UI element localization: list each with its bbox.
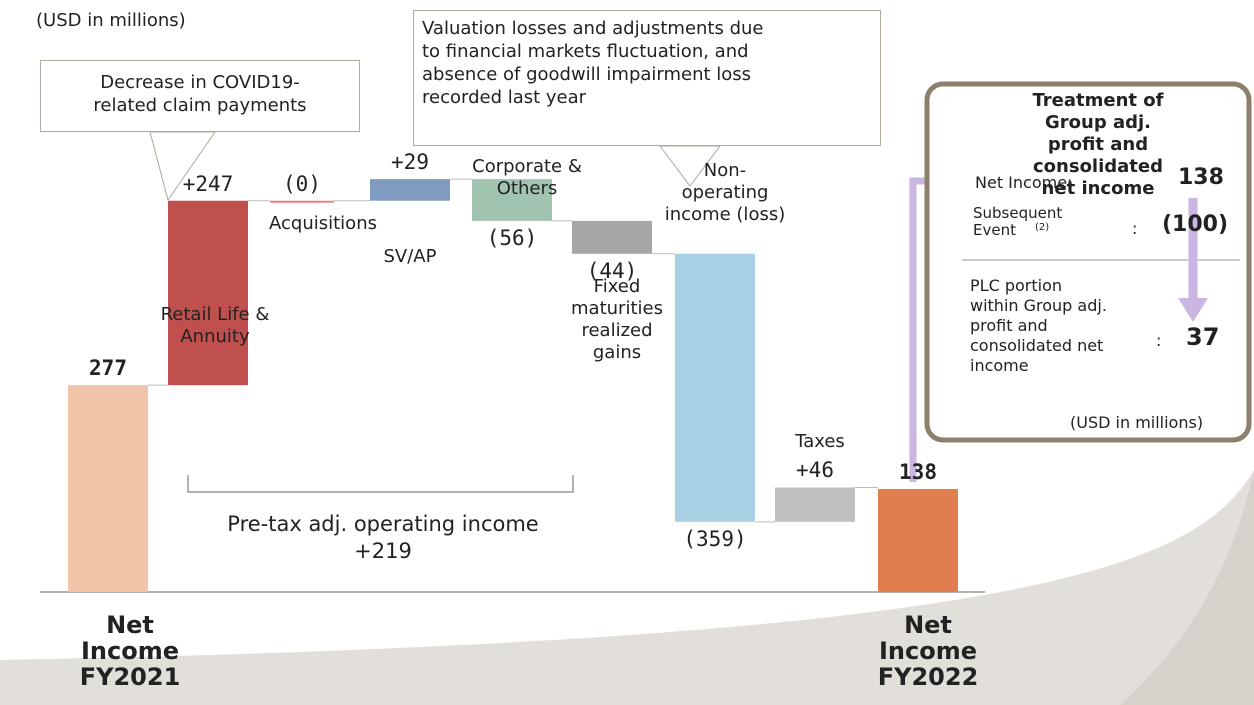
callout-pointer [659, 145, 721, 187]
category-label: Corporate & Others [472, 156, 582, 199]
side-unit-note: (USD in millions) [1070, 413, 1204, 432]
side-colon: : [1132, 219, 1138, 238]
callout: Decrease in COVID19- related claim payme… [40, 60, 360, 132]
side-colon: : [1156, 331, 1162, 350]
category-label: Taxes [795, 431, 845, 452]
bar [472, 179, 552, 221]
bar [675, 253, 755, 522]
category-label: Retail Life & Annuity [160, 304, 270, 347]
category-label: Fixed maturities realized gains [571, 276, 663, 363]
bar [775, 487, 855, 522]
value-label: (0) [283, 171, 321, 196]
arrow-head [1178, 298, 1208, 322]
side-label: Subsequent Event [973, 204, 1063, 239]
category-label: Acquisitions [269, 213, 377, 234]
bar [168, 200, 248, 386]
value-label: (56) [486, 225, 538, 250]
bar [68, 385, 148, 592]
bar [270, 200, 334, 203]
value-label: (359) [683, 526, 747, 551]
bracket-label: Pre-tax adj. operating income +219 [227, 512, 539, 563]
bar [370, 179, 450, 201]
bar [878, 488, 958, 592]
side-label: PLC portion within Group adj. profit and… [970, 276, 1107, 375]
value-label: +247 [182, 171, 234, 196]
category-label: SV/AP [383, 246, 437, 267]
side-value: 138 [1178, 165, 1224, 190]
bracket [187, 475, 574, 493]
value-label: 138 [899, 459, 937, 484]
background-shape [1120, 470, 1254, 705]
value-label: (44) [586, 258, 638, 283]
side-title: Treatment of Group adj. profit and conso… [1032, 90, 1164, 199]
callout: Valuation losses and adjustments due to … [413, 10, 881, 146]
bar [572, 220, 652, 254]
category-label: Net Income FY2021 [79, 611, 181, 691]
value-label: +46 [796, 458, 834, 483]
side-value: (100) [1162, 212, 1229, 237]
side-label: Net Income: [975, 173, 1073, 192]
value-label: 277 [89, 356, 127, 381]
unit-note: (USD in millions) [36, 10, 186, 31]
category-label: Non- operating income (loss) [664, 160, 786, 225]
callout-pointer [149, 131, 216, 202]
side-sup: (2) [1035, 222, 1050, 233]
category-label: Net Income FY2022 [877, 611, 979, 691]
background-shape [0, 470, 1254, 705]
side-value: 37 [1186, 323, 1220, 351]
side-box [924, 81, 1252, 443]
value-label: +29 [391, 150, 429, 175]
